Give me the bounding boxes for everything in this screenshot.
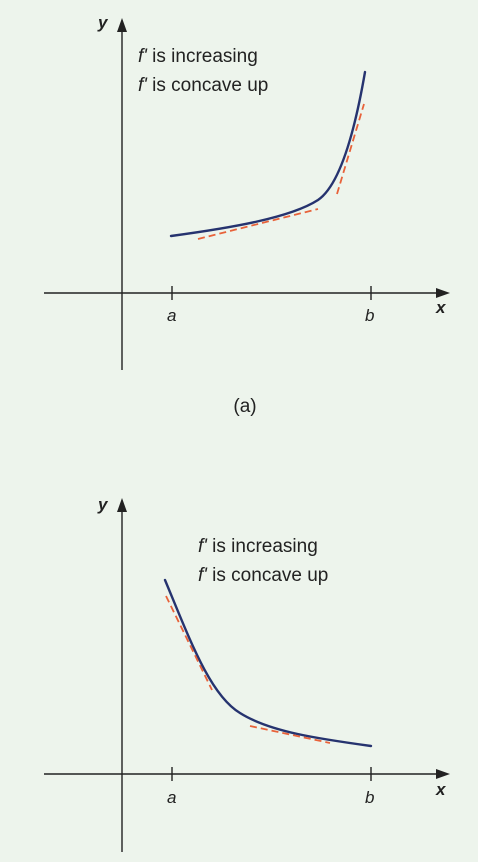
annotation-line2-a: f' is concave up	[138, 75, 268, 96]
curve-b	[163, 578, 373, 748]
annotation-line1-b: f' is increasing	[198, 536, 318, 557]
panel-a: y x a b f' is increasing f' is concave u…	[44, 13, 450, 417]
tick-b-label-b: b	[365, 788, 374, 807]
tick-a-label-a: a	[167, 306, 176, 325]
tangent-line-a-2	[336, 103, 365, 195]
annotation-line1-a: f' is increasing	[138, 46, 258, 67]
y-axis-arrow-a	[117, 18, 127, 32]
y-axis-label-b: y	[97, 495, 109, 514]
tick-a-label-b: a	[167, 788, 176, 807]
tangent-line-a-1	[197, 208, 319, 240]
x-axis-arrow-b	[436, 769, 450, 779]
x-axis-arrow-a	[436, 288, 450, 298]
annotation-line2-b: f' is concave up	[198, 565, 328, 586]
x-axis-label-a: x	[435, 298, 447, 317]
tick-b-label-a: b	[365, 306, 374, 325]
caption-a: (a)	[233, 396, 256, 417]
y-axis-label-a: y	[97, 13, 109, 32]
tangent-line-b-1	[165, 595, 213, 691]
y-axis-arrow-b	[117, 498, 127, 512]
panel-b: y x a b f' is increasing f' is concave u…	[44, 495, 450, 852]
tangent-line-b-2	[249, 725, 331, 744]
curve-a	[169, 70, 367, 238]
x-axis-label-b: x	[435, 780, 447, 799]
